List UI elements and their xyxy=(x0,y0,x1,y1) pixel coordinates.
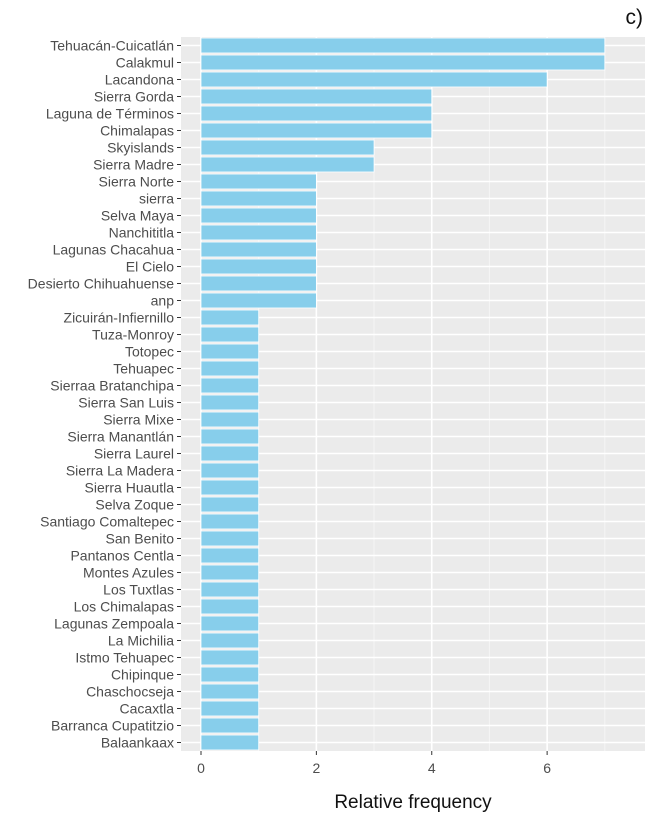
y-tick-label: Chipinque xyxy=(111,667,174,683)
bar xyxy=(200,37,606,54)
y-tick-label: Nanchititla xyxy=(109,225,175,241)
bar xyxy=(200,598,260,615)
y-tick-label: Lagunas Chacahua xyxy=(53,242,175,258)
y-tick-label: anp xyxy=(151,293,175,309)
y-tick-label: Santiago Comaltepec xyxy=(40,514,174,530)
bar xyxy=(200,71,548,88)
y-tick-label: Tehuapec xyxy=(113,361,174,377)
bar xyxy=(200,581,260,598)
y-tick-label: Pantanos Centla xyxy=(70,548,174,564)
y-tick-label: Los Chimalapas xyxy=(74,599,174,615)
bar xyxy=(200,173,317,190)
x-tick-label: 4 xyxy=(428,760,436,776)
y-axis: Tehuacán-CuicatlánCalakmulLacandonaSierr… xyxy=(28,38,181,751)
y-tick-label: Tehuacán-Cuicatlán xyxy=(50,38,174,54)
bar xyxy=(200,156,375,173)
bar xyxy=(200,496,260,513)
bar xyxy=(200,445,260,462)
y-tick-label: Desierto Chihuahuense xyxy=(28,276,175,292)
bar xyxy=(200,190,317,207)
bar xyxy=(200,360,260,377)
bar xyxy=(200,564,260,581)
y-tick-label: Barranca Cupatitzio xyxy=(51,718,174,734)
bar xyxy=(200,513,260,530)
bar xyxy=(200,530,260,547)
y-tick-label: San Benito xyxy=(106,531,175,547)
y-tick-label: Sierra Madre xyxy=(93,157,174,173)
x-tick-label: 2 xyxy=(312,760,320,776)
y-tick-label: Selva Maya xyxy=(101,208,174,224)
bar xyxy=(200,666,260,683)
bar xyxy=(200,54,606,71)
y-tick-label: Lagunas Zempoala xyxy=(54,616,174,632)
y-tick-label: Los Tuxtlas xyxy=(103,582,174,598)
bar xyxy=(200,275,317,292)
y-tick-label: Totopec xyxy=(125,344,174,360)
bar xyxy=(200,309,260,326)
bar xyxy=(200,326,260,343)
bar xyxy=(200,88,433,105)
y-tick-label: Sierra Manantlán xyxy=(67,429,174,445)
y-tick-label: Chaschocseja xyxy=(86,684,174,700)
bars xyxy=(200,37,606,751)
y-tick-label: Sierraa Bratanchipa xyxy=(50,378,174,394)
bar xyxy=(200,224,317,241)
bar xyxy=(200,207,317,224)
x-axis: 0 2 4 6 xyxy=(197,751,551,776)
bar xyxy=(200,734,260,751)
y-tick-label: Sierra San Luis xyxy=(78,395,174,411)
bar xyxy=(200,462,260,479)
y-tick-label: La Michilia xyxy=(108,633,174,649)
x-axis-title: Relative frequency xyxy=(334,792,492,813)
bar xyxy=(200,105,433,122)
y-tick-label: Sierra Laurel xyxy=(94,446,174,462)
y-tick-label: Montes Azules xyxy=(83,565,174,581)
bar xyxy=(200,479,260,496)
y-tick-label: Sierra La Madera xyxy=(66,463,174,479)
bar xyxy=(200,632,260,649)
y-tick-label: El Cielo xyxy=(126,259,174,275)
y-tick-label: Chimalapas xyxy=(100,123,174,139)
bar xyxy=(200,411,260,428)
y-tick-label: Sierra Gorda xyxy=(94,89,174,105)
y-tick-label: Sierra Huautla xyxy=(85,480,175,496)
bar xyxy=(200,700,260,717)
y-tick-label: Istmo Tehuapec xyxy=(75,650,174,666)
bar xyxy=(200,683,260,700)
bar xyxy=(200,428,260,445)
y-tick-label: Skyislands xyxy=(107,140,174,156)
y-tick-label: Sierra Norte xyxy=(99,174,175,190)
y-tick-label: Sierra Mixe xyxy=(103,412,174,428)
bar xyxy=(200,241,317,258)
bar xyxy=(200,547,260,564)
bar xyxy=(200,122,433,139)
y-tick-label: sierra xyxy=(139,191,174,207)
x-tick-label: 0 xyxy=(197,760,205,776)
bar xyxy=(200,292,317,309)
y-tick-label: Tuza-Monroy xyxy=(92,327,174,343)
bar xyxy=(200,343,260,360)
panel-label: c) xyxy=(626,6,644,29)
y-tick-label: Cacaxtla xyxy=(120,701,175,717)
y-tick-label: Laguna de Términos xyxy=(46,106,174,122)
y-tick-label: Zicuirán-Infiernillo xyxy=(64,310,175,326)
y-tick-label: Balaankaax xyxy=(101,735,174,751)
y-tick-label: Lacandona xyxy=(105,72,175,88)
bar xyxy=(200,377,260,394)
bar xyxy=(200,258,317,275)
y-tick-label: Selva Zoque xyxy=(95,497,174,513)
y-tick-label: Calakmul xyxy=(116,55,174,71)
x-tick-label: 6 xyxy=(543,760,551,776)
bar xyxy=(200,615,260,632)
bar xyxy=(200,649,260,666)
bar xyxy=(200,139,375,156)
bar xyxy=(200,394,260,411)
bar xyxy=(200,717,260,734)
